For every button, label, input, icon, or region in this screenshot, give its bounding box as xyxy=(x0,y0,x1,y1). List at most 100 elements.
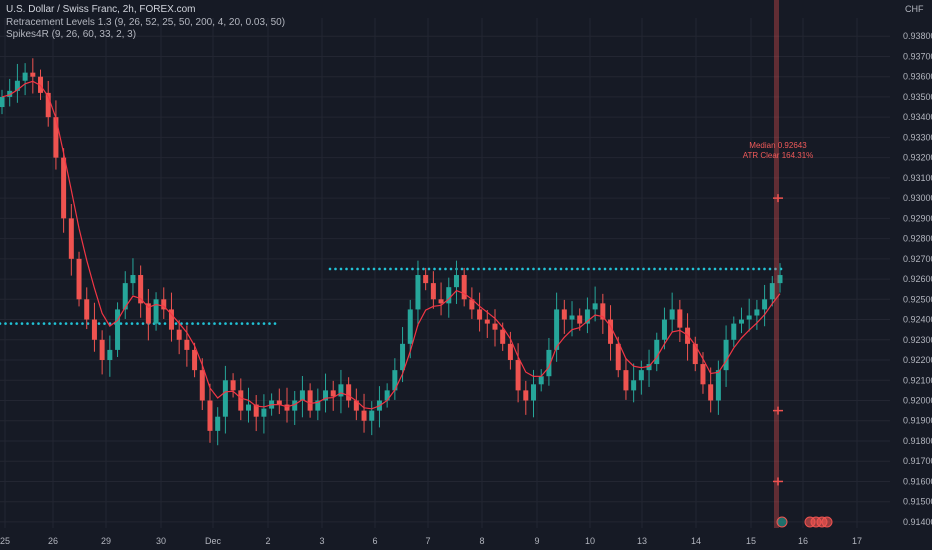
level-dot xyxy=(339,267,343,271)
level-dot xyxy=(53,322,57,325)
price-tick-label: 0.91400 xyxy=(903,517,932,527)
candle-body xyxy=(161,299,167,310)
event-marker xyxy=(776,516,788,528)
time-tick-label: 10 xyxy=(585,536,595,546)
candle-body xyxy=(153,299,159,324)
candle-body xyxy=(369,410,375,421)
candle-body xyxy=(769,283,775,300)
level-dot xyxy=(493,267,497,271)
level-dot xyxy=(438,267,442,271)
chart-legend: U.S. Dollar / Swiss Franc, 2h, FOREX.com… xyxy=(6,4,285,42)
level-dot xyxy=(141,322,145,325)
level-dot xyxy=(130,322,134,325)
level-dot xyxy=(174,322,178,325)
median-annotation: Median 0.92643 xyxy=(749,141,807,150)
candle-body xyxy=(199,370,205,401)
candle-body xyxy=(330,390,336,397)
candle-body xyxy=(307,390,313,411)
time-axis: 25 26 29 30 Dec 2 3 6 7 8 9 10 13 14 15 16 17 xyxy=(0,536,862,546)
level-dot xyxy=(136,322,139,325)
level-dot xyxy=(488,267,491,271)
retracement-levels xyxy=(0,267,783,325)
time-tick-label: 14 xyxy=(691,536,701,546)
candle-body xyxy=(631,380,637,391)
time-tick-label: 3 xyxy=(319,536,324,546)
level-dot xyxy=(526,267,530,271)
candle-body xyxy=(484,319,490,324)
candle-body xyxy=(53,117,59,158)
level-dot xyxy=(499,267,502,271)
candle-body xyxy=(623,370,629,391)
level-dot xyxy=(229,322,233,325)
level-dot xyxy=(713,267,717,271)
level-dot xyxy=(0,322,2,325)
level-dot xyxy=(697,267,700,271)
candle-body xyxy=(453,275,459,288)
time-tick-label: 8 xyxy=(479,536,484,546)
level-dot xyxy=(636,267,640,271)
time-tick-label: 7 xyxy=(425,536,430,546)
level-dot xyxy=(394,267,398,271)
time-tick-label: 25 xyxy=(0,536,10,546)
candle-body xyxy=(276,400,282,405)
level-dot xyxy=(669,267,673,271)
candle-body xyxy=(615,343,621,371)
level-dot xyxy=(202,322,205,325)
level-dot xyxy=(471,267,475,271)
candle-body xyxy=(107,349,113,361)
level-dot xyxy=(361,267,365,271)
level-dot xyxy=(75,322,79,325)
candle-body xyxy=(168,309,174,330)
level-dot xyxy=(433,267,436,271)
level-dot xyxy=(207,322,211,325)
level-dot xyxy=(64,322,68,325)
candle-body xyxy=(176,329,182,340)
candle-body xyxy=(692,343,698,365)
candle-body xyxy=(754,309,760,316)
level-dot xyxy=(708,267,711,271)
candle-body xyxy=(392,370,398,391)
indicator-retracement[interactable]: Retracement Levels 1.3 (9, 26, 52, 25, 5… xyxy=(6,16,286,28)
level-dot xyxy=(328,267,332,271)
candle-body xyxy=(230,380,236,391)
candle-body xyxy=(477,309,483,320)
level-dot xyxy=(449,267,453,271)
candle-body xyxy=(284,404,290,411)
time-tick-label: 16 xyxy=(798,536,808,546)
level-dot xyxy=(658,267,662,271)
retracement-line xyxy=(1,80,781,410)
level-dot xyxy=(548,267,552,271)
candle-body xyxy=(222,380,228,417)
level-dot xyxy=(383,267,387,271)
level-dot xyxy=(246,322,249,325)
level-dot xyxy=(70,322,73,325)
level-dot xyxy=(543,267,546,271)
level-dot xyxy=(466,267,469,271)
level-dot xyxy=(180,322,183,325)
level-dot xyxy=(559,267,563,271)
level-dot xyxy=(240,322,244,325)
candle-body xyxy=(430,283,436,300)
level-dot xyxy=(59,322,62,325)
level-dot xyxy=(675,267,678,271)
indicator-spikes[interactable]: Spikes4R (9, 26, 60, 33, 2, 3) xyxy=(6,29,137,40)
candles xyxy=(0,58,783,446)
candle-body xyxy=(438,299,444,304)
level-dot xyxy=(603,267,607,271)
level-dot xyxy=(642,267,645,271)
candle-body xyxy=(515,360,521,391)
level-dot xyxy=(15,322,18,325)
candle-body xyxy=(554,309,560,350)
level-dot xyxy=(213,322,216,325)
